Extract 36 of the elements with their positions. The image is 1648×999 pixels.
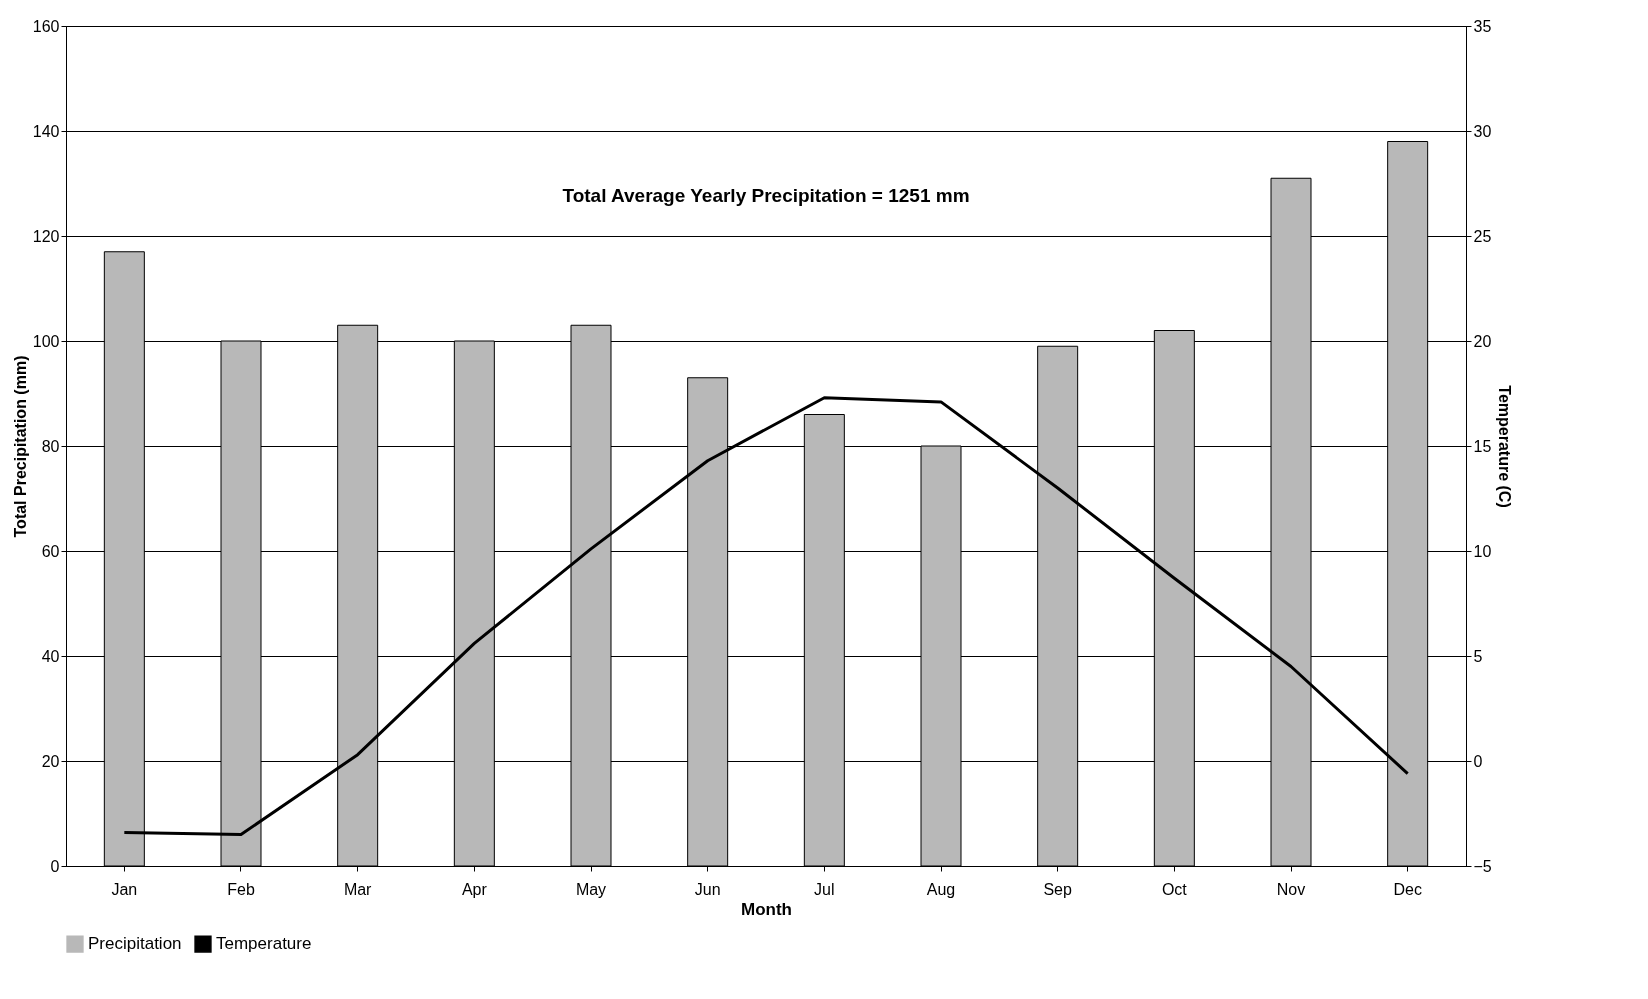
x-tick-label: Jul [814, 880, 835, 898]
x-tick-label: Jun [694, 880, 721, 898]
y-axis-title: Total Precipitation (mm) [11, 355, 29, 538]
x-tick-label: Nov [1276, 880, 1306, 898]
legend-label: Precipitation [88, 934, 182, 954]
annotation: Total Average Yearly Precipitation = 1251 mm [562, 185, 970, 206]
y-tick-label: 40 [41, 647, 60, 665]
y-tick-label: 20 [41, 752, 60, 770]
x-tick-label: Sep [1043, 880, 1072, 898]
legend-label: Temperature [216, 934, 312, 954]
x-tick-label: May [575, 880, 607, 898]
x-tick-label: Mar [343, 880, 373, 898]
y2-tick-label: −5 [1473, 857, 1492, 875]
y2-tick-label: 35 [1473, 17, 1492, 35]
x-tick-label: Dec [1393, 880, 1422, 898]
y2-tick-label: 10 [1473, 542, 1492, 560]
y-tick-label: 160 [32, 17, 60, 35]
y2-tick-label: 25 [1473, 227, 1492, 245]
y-tick-label: 120 [32, 227, 60, 245]
y2-tick-label: 5 [1473, 647, 1483, 665]
y2-tick-label: 0 [1473, 752, 1483, 770]
x-tick-label: Jan [111, 880, 138, 898]
x-tick-label: Apr [461, 880, 488, 898]
y-tick-label: 0 [50, 857, 60, 875]
y-tick-label: 80 [41, 437, 60, 455]
x-tick-label: Feb [227, 880, 255, 898]
y-tick-label: 60 [41, 542, 60, 560]
y2-tick-label: 20 [1473, 332, 1492, 350]
y-tick-label: 100 [32, 332, 60, 350]
y2-tick-label: 30 [1473, 122, 1492, 140]
y2-tick-label: 15 [1473, 437, 1492, 455]
y2-axis-title: Temperature (C) [1495, 385, 1513, 508]
x-tick-label: Oct [1161, 880, 1188, 898]
x-axis-title: Month [741, 899, 792, 919]
y-tick-label: 140 [32, 122, 60, 140]
x-tick-label: Aug [926, 880, 956, 898]
